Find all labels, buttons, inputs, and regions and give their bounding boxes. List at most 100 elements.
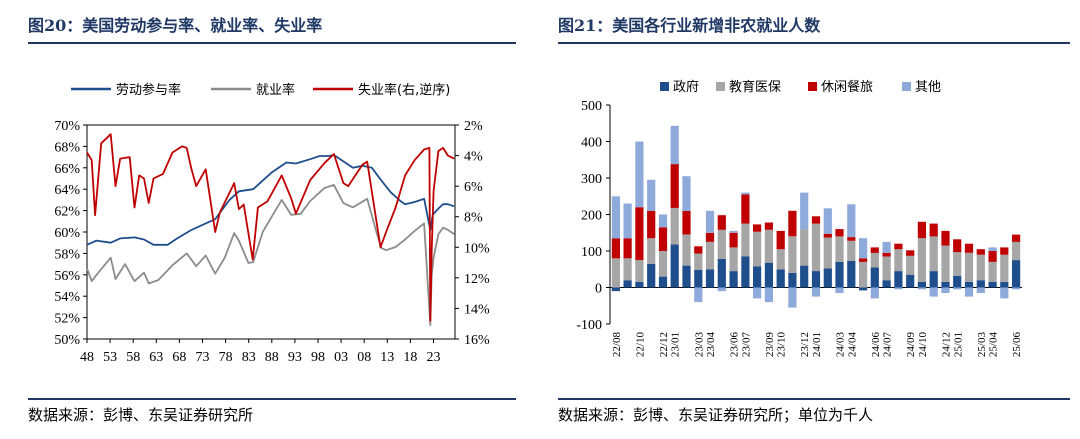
x-tick-label: 88 [265,350,279,365]
bar-segment [788,210,797,237]
bar-segment [906,274,915,288]
x-tick-label: 22/10 [634,332,646,358]
bar-segment [1012,241,1021,261]
left-y-tick-label: 52% [54,312,80,327]
left-y-tick-label: 64% [54,183,80,198]
bar-segment [941,230,950,246]
bar-segment [647,179,656,211]
bar-segment [823,237,832,269]
x-tick-label: 25/03 [976,332,988,358]
bar-segment [894,243,903,250]
bar-segment [859,258,868,262]
x-tick-label: 23/10 [776,332,788,358]
x-tick-label: 08 [357,350,371,365]
left-y-tick-label: 54% [54,290,80,305]
bar-segment [717,259,726,288]
left-title-rule [28,42,516,44]
bar-segment [941,282,950,288]
legend-swatch [716,82,725,91]
x-tick-label: 63 [149,350,163,365]
bar-segment [859,238,868,259]
left-y-tick-label: 56% [54,269,80,284]
x-tick-label: 22/12 [658,332,670,357]
x-tick-label: 24/09 [905,332,917,358]
bar-segment [964,243,974,253]
bar-segment [882,241,891,253]
x-tick-label: 23/03 [693,332,705,358]
right-source-note: 数据来源：彭博、东吴证券研究所；单位为千人 [558,406,874,424]
left-source-note: 数据来源：彭博、东吴证券研究所 [28,406,254,424]
bar-segment [870,267,879,288]
bar-segment [682,176,691,211]
series-line [86,184,455,326]
bar-segment [705,269,715,288]
bar-segment [788,272,797,288]
legend-swatch [660,82,669,91]
bar-segment [611,258,620,288]
x-tick-label: 03 [334,350,348,365]
bar-segment [870,252,879,268]
x-tick-label: 78 [219,350,233,365]
bar-segment [705,241,715,270]
bar-segment [1000,287,1009,299]
bar-segment [729,232,738,248]
bar-segment [988,251,997,262]
bar-segment [611,238,620,259]
bar-segment [764,287,773,303]
bar-segment [988,282,997,288]
bar-segment [753,287,762,299]
x-tick-label: 23/06 [729,332,741,358]
bar-segment [753,231,762,267]
bar-segment [1012,234,1021,242]
bar-segment [929,287,938,297]
bar-segment [835,236,844,262]
x-tick-label: 24/10 [917,332,929,358]
x-tick-label: 98 [311,350,325,365]
bar-segment [859,287,868,291]
bar-segment [682,210,691,235]
bar-segment [847,237,856,241]
bar-segment [870,247,879,253]
right-y-tick-label: 2% [464,119,483,134]
bar-segment [835,261,844,288]
bar-segment [847,204,856,238]
x-tick-label: 25/04 [988,332,1000,358]
bar-segment [764,229,773,263]
bar-segment [776,230,785,250]
bar-segment [611,287,620,292]
bar-segment [682,234,691,266]
bar-segment [741,194,750,224]
bar-segment [1012,287,1021,290]
y-tick-label: 200 [581,209,602,224]
legend-label: 休闲餐旅 [821,79,873,95]
bar-segment [976,254,985,281]
bar-segment [847,240,856,261]
bar-segment [623,280,632,288]
bar-segment [847,260,856,288]
series-line [86,154,455,246]
y-tick-label: -100 [576,318,602,333]
bar-segment [741,256,750,288]
bar-segment [800,229,809,266]
bar-segment [658,227,668,251]
bar-segment [729,271,738,288]
bar-segment [823,233,832,238]
x-tick-label: 25/06 [1011,332,1023,358]
bar-segment [811,223,821,271]
left-y-tick-label: 70% [54,119,80,134]
bar-segment [753,224,762,232]
x-tick-label: 58 [126,350,140,365]
right-y-tick-label: 6% [464,180,483,195]
legend-swatch [808,82,817,91]
bar-segment [941,287,950,293]
x-tick-label: 93 [288,350,302,365]
right-title-rule [558,42,1070,44]
bar-segment [729,230,738,233]
x-tick-label: 24/07 [882,332,894,358]
bar-segment [670,125,679,165]
bar-segment [906,255,915,275]
y-tick-label: 100 [581,245,602,260]
x-tick-label: 83 [242,350,256,365]
bar-segment [635,260,644,282]
bar-segment [988,261,997,282]
